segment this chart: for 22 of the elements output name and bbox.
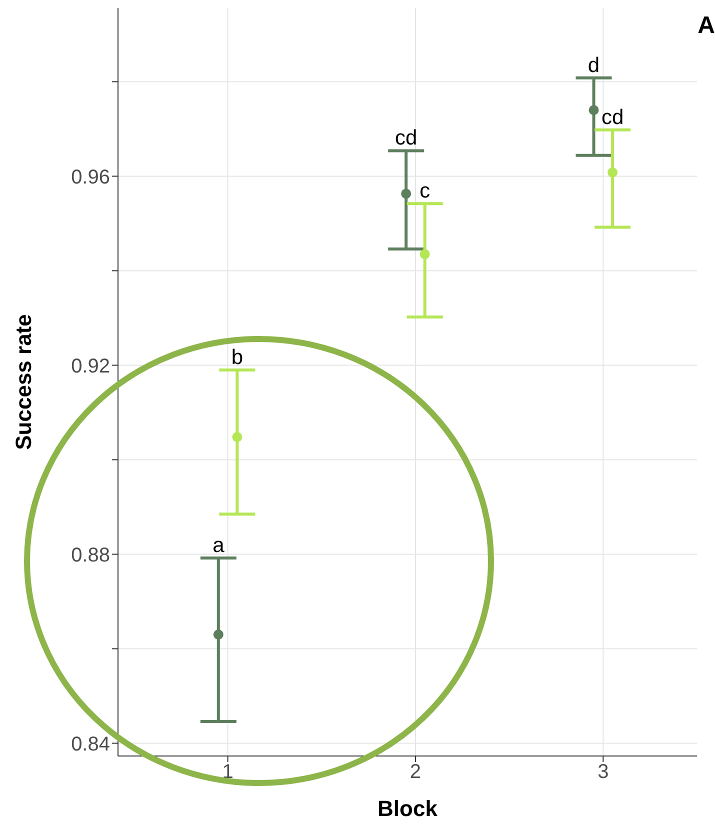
annotation: cd <box>395 126 418 150</box>
point <box>401 188 412 199</box>
y-tick-label: 0.84 <box>71 733 110 756</box>
point <box>232 432 242 442</box>
x-tick-label: 3 <box>598 761 609 784</box>
text: A <box>698 12 715 40</box>
annotation: b <box>231 346 244 369</box>
annotation: a <box>212 534 225 558</box>
x-tick-label: 1 <box>222 761 234 784</box>
annotation: cd <box>601 106 624 129</box>
y-axis-title: Success rate <box>10 314 36 450</box>
point <box>608 167 618 178</box>
y-tick-label: 0.92 <box>71 355 110 378</box>
point <box>213 630 224 640</box>
x-tick-label: 2 <box>410 761 422 784</box>
y-tick-label: 0.96 <box>71 166 110 188</box>
y-tick-label: 0.88 <box>71 544 110 566</box>
point <box>420 249 430 260</box>
annotation: d <box>588 54 600 77</box>
point <box>588 105 599 116</box>
x-axis-title: Block <box>378 796 438 821</box>
annotation: c <box>420 180 430 203</box>
